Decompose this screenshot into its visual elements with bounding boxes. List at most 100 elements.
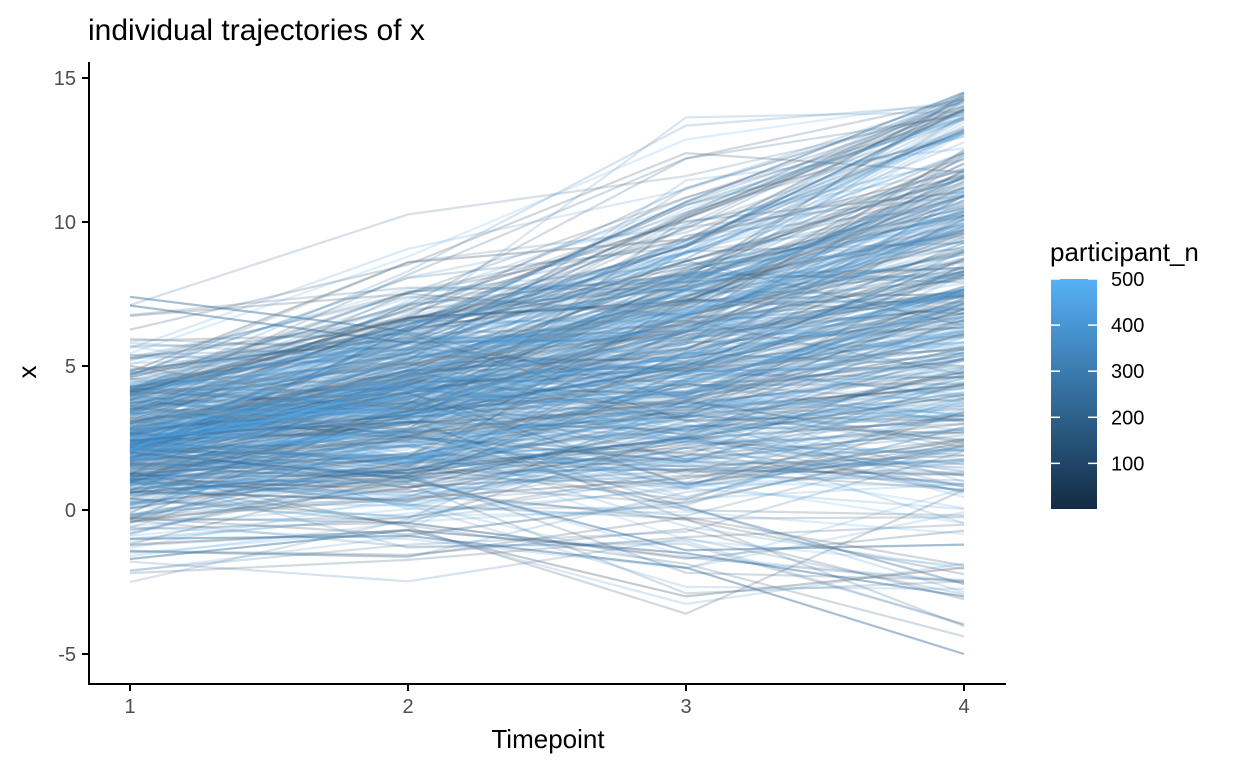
trajectory-line bbox=[129, 427, 965, 585]
trajectory-line bbox=[129, 293, 965, 437]
trajectory-line bbox=[129, 417, 965, 443]
x-tick-label: 1 bbox=[124, 696, 135, 718]
trajectory-line bbox=[129, 534, 965, 656]
trajectory-line bbox=[129, 402, 965, 472]
trajectory-line bbox=[129, 440, 965, 505]
trajectory-line bbox=[129, 149, 965, 411]
trajectory-line bbox=[129, 296, 965, 444]
trajectory-line bbox=[129, 233, 965, 411]
trajectory-line bbox=[129, 400, 965, 628]
trajectory-line bbox=[129, 428, 965, 461]
trajectory-line bbox=[129, 413, 965, 442]
trajectory-line bbox=[129, 302, 965, 519]
trajectory-line bbox=[129, 397, 965, 517]
trajectory-line bbox=[129, 135, 965, 394]
trajectory-line bbox=[129, 180, 965, 442]
trajectory-line bbox=[129, 276, 965, 459]
trajectory-line bbox=[129, 215, 965, 411]
trajectory-line bbox=[129, 132, 965, 409]
trajectory-line bbox=[129, 396, 965, 511]
trajectory-line bbox=[129, 537, 965, 596]
trajectory-line bbox=[129, 95, 965, 475]
trajectory-line bbox=[129, 444, 965, 536]
trajectory-line bbox=[129, 454, 965, 475]
trajectory-line bbox=[129, 128, 965, 396]
trajectory-line bbox=[129, 289, 965, 519]
trajectory-line bbox=[129, 177, 965, 431]
trajectory-line bbox=[129, 102, 965, 392]
trajectory-line bbox=[129, 294, 965, 456]
trajectory-line bbox=[129, 377, 965, 525]
trajectory-line bbox=[129, 429, 965, 567]
trajectory-line bbox=[129, 341, 965, 407]
trajectory-line bbox=[129, 415, 965, 516]
trajectory-line bbox=[129, 211, 965, 452]
trajectory-line bbox=[129, 288, 965, 445]
trajectory-line bbox=[129, 227, 965, 472]
x-tick-label: 2 bbox=[402, 696, 413, 718]
trajectory-line bbox=[129, 92, 965, 515]
trajectory-line bbox=[129, 470, 965, 615]
trajectory-line bbox=[129, 358, 965, 481]
x-axis-ticks: 1 2 3 4 bbox=[124, 684, 970, 718]
trajectory-line bbox=[129, 270, 965, 448]
trajectory-line bbox=[129, 154, 965, 476]
trajectory-line bbox=[129, 446, 965, 502]
trajectory-line bbox=[129, 319, 965, 464]
trajectory-line bbox=[129, 438, 965, 519]
trajectory-line bbox=[129, 195, 965, 459]
trajectory-line bbox=[129, 472, 965, 520]
trajectory-line bbox=[129, 407, 965, 524]
legend-tick-label: 200 bbox=[1111, 407, 1144, 429]
trajectory-line bbox=[129, 195, 965, 486]
trajectory-line bbox=[129, 390, 965, 469]
trajectory-line bbox=[129, 460, 965, 507]
trajectory-line bbox=[129, 396, 965, 483]
trajectory-line bbox=[129, 192, 965, 374]
y-tick-label: 5 bbox=[65, 356, 76, 378]
trajectory-line bbox=[129, 459, 965, 485]
trajectory-line bbox=[129, 210, 965, 522]
trajectory-line bbox=[129, 288, 965, 423]
trajectory-line bbox=[129, 229, 965, 389]
trajectory-line bbox=[129, 218, 965, 432]
trajectory-line bbox=[129, 335, 965, 394]
trajectory-line bbox=[129, 329, 965, 434]
trajectory-lines bbox=[129, 91, 965, 656]
trajectory-line bbox=[129, 206, 965, 483]
trajectory-line bbox=[129, 154, 965, 413]
trajectory-line bbox=[129, 214, 965, 448]
trajectory-line bbox=[129, 370, 965, 518]
trajectory-line bbox=[129, 332, 965, 555]
trajectory-line bbox=[129, 151, 965, 331]
trajectory-line bbox=[129, 447, 965, 489]
trajectory-line bbox=[129, 187, 965, 420]
trajectory-line bbox=[129, 414, 965, 482]
trajectory-line bbox=[129, 228, 965, 434]
trajectory-line bbox=[129, 221, 965, 465]
trajectory-line bbox=[129, 168, 965, 377]
trajectory-line bbox=[129, 321, 965, 448]
trajectory-line bbox=[129, 482, 965, 573]
trajectory-line bbox=[129, 354, 965, 470]
trajectory-line bbox=[129, 117, 965, 442]
trajectory-line bbox=[129, 292, 965, 546]
trajectory-line bbox=[129, 312, 965, 487]
trajectory-line bbox=[129, 425, 965, 487]
trajectory-line bbox=[129, 180, 965, 391]
trajectory-line bbox=[129, 101, 965, 451]
trajectory-line bbox=[129, 201, 965, 449]
trajectory-line bbox=[129, 176, 965, 455]
trajectory-line bbox=[129, 299, 965, 453]
trajectory-line bbox=[129, 332, 965, 422]
trajectory-line bbox=[129, 273, 965, 495]
trajectory-line bbox=[129, 398, 965, 486]
trajectory-line bbox=[129, 258, 965, 442]
trajectory-line bbox=[129, 194, 965, 412]
trajectory-line bbox=[129, 127, 965, 378]
trajectory-line bbox=[129, 152, 965, 482]
trajectory-line bbox=[129, 174, 965, 445]
trajectory-line bbox=[129, 369, 965, 449]
trajectory-line bbox=[129, 450, 965, 590]
trajectory-line bbox=[129, 175, 965, 448]
